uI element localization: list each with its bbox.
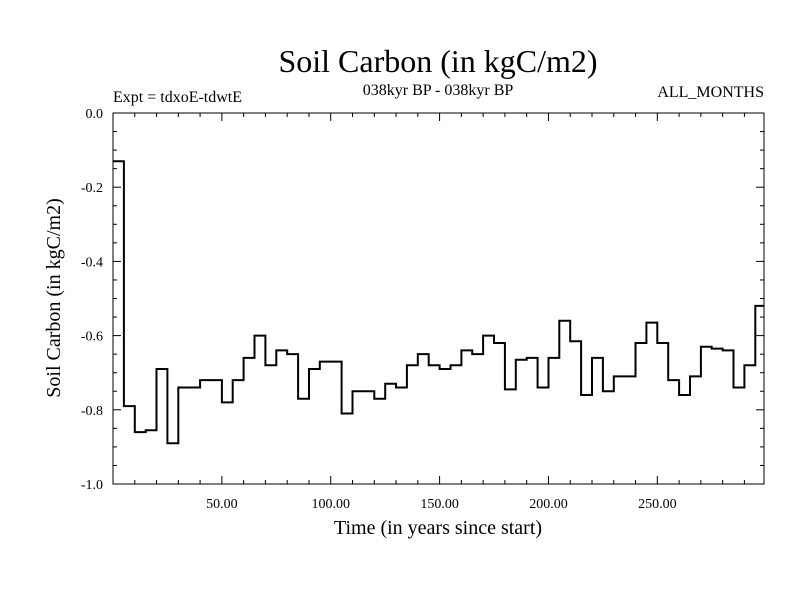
experiment-label: Expt = tdxoE-tdwtE xyxy=(113,89,242,106)
y-tick-label: -0.6 xyxy=(81,330,103,345)
x-tick-label: 50.00 xyxy=(206,497,238,512)
y-tick-label: -0.4 xyxy=(81,255,103,270)
x-tick-label: 200.00 xyxy=(529,497,568,512)
series-layer xyxy=(113,160,764,445)
y-axis-label: Soil Carbon (in kgC/m2) xyxy=(43,198,65,397)
axes: 0.0 -0.2 -0.4 -0.6 -0.8 -1.0 50.00 100.00 150.00… xyxy=(81,107,764,512)
period-label: 038kyr BP - 038kyr BP xyxy=(363,82,514,99)
x-tick-label: 250.00 xyxy=(638,497,677,512)
x-tick-label: 150.00 xyxy=(420,497,459,512)
y-tick-label: 0.0 xyxy=(86,107,104,122)
chart-title: Soil Carbon (in kgC/m2) xyxy=(278,43,597,79)
soil-carbon-series-line xyxy=(113,160,764,445)
y-tick-label: -1.0 xyxy=(81,478,103,493)
x-axis-label: Time (in years since start) xyxy=(334,517,542,539)
y-tick-label: -0.2 xyxy=(81,181,103,196)
months-label: ALL_MONTHS xyxy=(657,84,764,101)
y-tick-label: -0.8 xyxy=(81,404,103,419)
x-tick-label: 100.00 xyxy=(311,497,350,512)
plot-frame xyxy=(112,112,765,485)
